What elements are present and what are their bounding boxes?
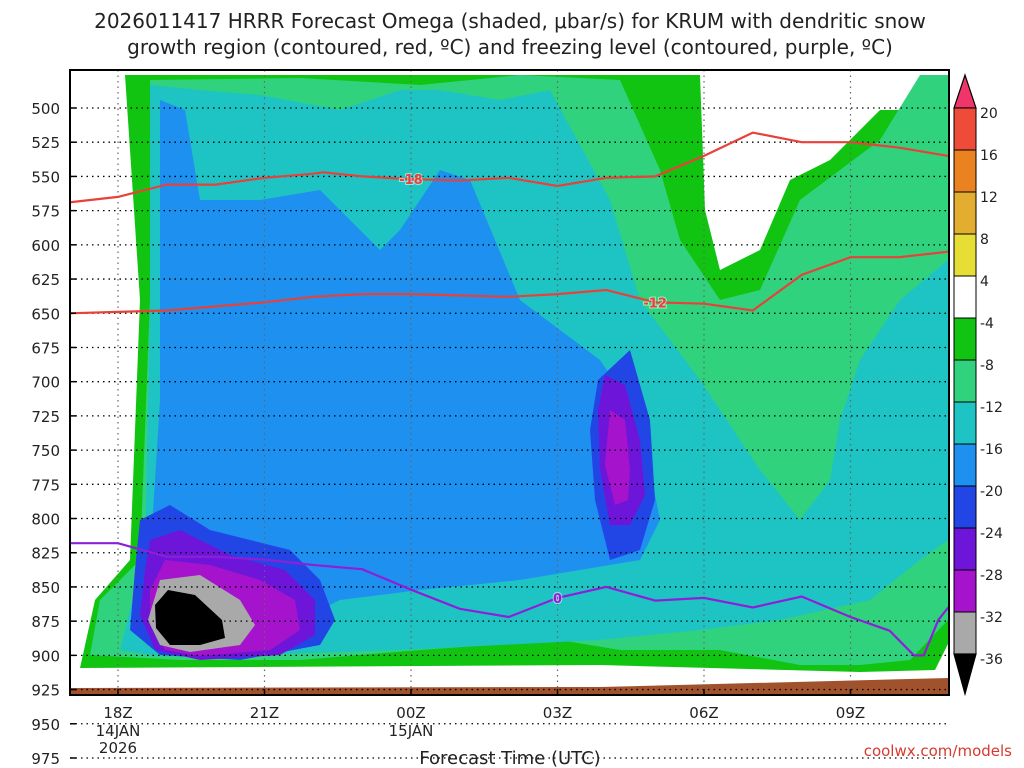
plot-border xyxy=(69,69,950,696)
colorbar-swatch xyxy=(953,527,977,571)
omega-region-28 xyxy=(150,410,630,656)
y-tick-label: 700 xyxy=(31,374,60,392)
y-tick-label: 575 xyxy=(31,203,60,221)
y-tick-label: 550 xyxy=(31,168,60,186)
y-tick-label: 525 xyxy=(31,134,60,152)
colorbar-swatch xyxy=(953,485,977,529)
colorbar-swatch xyxy=(953,107,977,151)
colorbar-label: -32 xyxy=(980,610,1003,626)
x-tick-sublabel: 15JAN xyxy=(389,722,434,740)
y-axis-ticks: 500 525 550 575 600 625 650 675 700 725 750 775 800 8… xyxy=(31,100,76,768)
colorbar-swatch xyxy=(953,317,977,361)
plot-area: -18 -12 0 500 525 550 575 600 625 650 675 700 725 75… xyxy=(31,69,950,768)
colorbar-swatch xyxy=(953,233,977,277)
y-tick-label: 725 xyxy=(31,408,60,426)
colorbar-label: 20 xyxy=(980,106,998,122)
colorbar-label: 12 xyxy=(980,190,998,206)
y-tick-label: 825 xyxy=(31,545,60,563)
contour-label: -18 xyxy=(399,173,423,188)
colorbar-swatch xyxy=(953,275,977,319)
y-tick-label: 675 xyxy=(31,339,60,357)
y-tick-label: 850 xyxy=(31,579,60,597)
contour-label: -12 xyxy=(643,296,667,311)
colorbar-label: 16 xyxy=(980,148,998,164)
y-tick-label: 625 xyxy=(31,271,60,289)
x-tick-label: 00Z xyxy=(396,704,425,722)
contour-line xyxy=(69,542,950,657)
y-tick-label: 950 xyxy=(31,716,60,734)
omega-shading xyxy=(70,75,950,695)
x-tick-label: 18Z xyxy=(103,704,132,722)
colorbar-label: -12 xyxy=(980,400,1003,416)
x-tick-sublabel: 14JAN xyxy=(96,722,141,740)
y-tick-label: 500 xyxy=(31,100,60,118)
contour-label: 0 xyxy=(553,592,562,607)
x-tick-label: 09Z xyxy=(836,704,865,722)
colorbar-swatch-bottom xyxy=(953,653,977,697)
y-tick-label: 650 xyxy=(31,305,60,323)
colorbar-label: -28 xyxy=(980,568,1003,584)
colorbar-label: -36 xyxy=(980,652,1003,668)
colorbar-label: 8 xyxy=(980,232,989,248)
colorbar-swatch-top xyxy=(953,73,977,109)
colorbar-swatch xyxy=(953,149,977,193)
chart-title-line2: growth region (contoured, red, ºC) and f… xyxy=(127,35,893,59)
colorbar-label: 4 xyxy=(980,274,989,290)
colorbar-swatch xyxy=(953,401,977,445)
x-axis-label: Forecast Time (UTC) xyxy=(419,748,600,768)
x-tick-label: 03Z xyxy=(543,704,572,722)
grid-lines xyxy=(70,70,949,759)
x-tick-label: 06Z xyxy=(689,704,718,722)
temperature-contours: -18 -12 0 xyxy=(69,131,950,657)
omega-region-16 xyxy=(140,100,660,645)
y-tick-label: 600 xyxy=(31,237,60,255)
contour-line xyxy=(69,250,949,315)
colorbar: 20 16 12 8 4 -4 -8 -12 -16 -20 -24 -28 -32 -36 xyxy=(953,73,1003,697)
omega-region-36 xyxy=(155,590,225,645)
contour-line xyxy=(69,131,949,204)
watermark: coolwx.com/models xyxy=(864,742,1012,760)
colorbar-label: -24 xyxy=(980,526,1003,542)
y-tick-label: 925 xyxy=(31,682,60,700)
colorbar-label: -20 xyxy=(980,484,1003,500)
colorbar-label: -16 xyxy=(980,442,1003,458)
colorbar-swatch xyxy=(953,443,977,487)
colorbar-swatch xyxy=(953,569,977,613)
colorbar-label: -4 xyxy=(980,316,994,332)
x-tick-sublabel: 2026 xyxy=(99,739,137,757)
omega-no-ascent-notch xyxy=(700,75,950,270)
colorbar-label: -8 xyxy=(980,358,994,374)
y-tick-label: 975 xyxy=(31,750,60,768)
y-tick-label: 800 xyxy=(31,511,60,529)
y-tick-label: 750 xyxy=(31,442,60,460)
colorbar-swatch xyxy=(953,611,977,655)
ground-terrain xyxy=(70,678,949,695)
y-tick-label: 875 xyxy=(31,613,60,631)
chart-title-line1: 2026011417 HRRR Forecast Omega (shaded, … xyxy=(94,9,926,33)
y-tick-label: 775 xyxy=(31,476,60,494)
y-tick-label: 900 xyxy=(31,647,60,665)
x-tick-label: 21Z xyxy=(250,704,279,722)
colorbar-swatch xyxy=(953,359,977,403)
colorbar-swatch xyxy=(953,191,977,235)
